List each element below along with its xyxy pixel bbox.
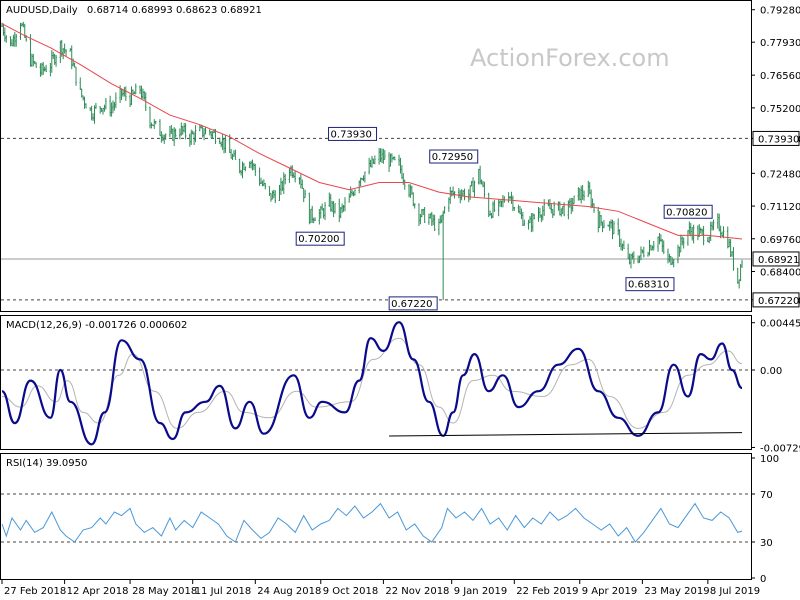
macd-title: MACD(12,26,9) -0.001726 0.000602 bbox=[6, 320, 187, 331]
annotation-label: 0.70820 bbox=[666, 207, 707, 218]
annotation-box bbox=[429, 149, 479, 164]
price-tick-label: 0.77930 bbox=[760, 38, 800, 49]
macd-tick-label: -0.007298 bbox=[760, 443, 800, 454]
rsi-tick-label: 100 bbox=[760, 454, 779, 465]
moving-average-line bbox=[1, 23, 743, 240]
rsi-tick-label: 70 bbox=[760, 490, 773, 501]
price-panel-frame bbox=[0, 0, 752, 312]
macd-signal-line bbox=[1, 337, 743, 429]
annotation-label: 0.72950 bbox=[432, 152, 473, 163]
rsi-panel-frame bbox=[0, 453, 752, 580]
date-tick-label: 9 Oct 2018 bbox=[323, 586, 378, 597]
price-layer: 0.73930 0.70200 0.72950 0.67220 0.70820 0.683… bbox=[1, 21, 751, 311]
annotation-box bbox=[295, 231, 345, 246]
date-tick-label: 23 May 2019 bbox=[644, 586, 709, 597]
level-price-label: 0.73930 bbox=[758, 134, 799, 145]
macd-tick-label: 0.004456 bbox=[760, 319, 800, 330]
date-tick-label: 27 Feb 2018 bbox=[4, 586, 66, 597]
price-tick-label: 0.76560 bbox=[760, 71, 800, 82]
price-tick-label: 0.72480 bbox=[760, 169, 800, 180]
annotation-label: 0.68310 bbox=[628, 280, 669, 291]
date-tick-label: 8 Jul 2019 bbox=[710, 586, 760, 597]
date-tick-label: 11 Jul 2018 bbox=[195, 586, 252, 597]
price-tick-label: 0.68400 bbox=[760, 268, 800, 279]
axis-layer: 0.79280 0.77930 0.76560 0.75200 0.73930 0.724… bbox=[1, 6, 800, 597]
rsi-layer bbox=[1, 493, 751, 543]
ohlc-header: 0.68714 0.68993 0.68623 0.68921 bbox=[87, 5, 262, 16]
level-price-box bbox=[752, 130, 800, 146]
date-tick-label: 22 Feb 2019 bbox=[516, 586, 578, 597]
annotation-label: 0.67220 bbox=[391, 299, 432, 310]
watermark: ActionForex.com bbox=[470, 44, 670, 72]
date-tick-label: 28 May 2018 bbox=[132, 586, 197, 597]
current-price-label: 0.68921 bbox=[758, 255, 799, 266]
price-tick-label: 0.71120 bbox=[760, 202, 800, 213]
price-title: AUDUSD,Daily 0.68714 0.68993 0.68623 0.6… bbox=[6, 5, 262, 16]
date-tick-label: 12 Apr 2018 bbox=[67, 586, 129, 597]
macd-tick-label: 0.00 bbox=[760, 366, 782, 377]
rsi-tick-label: 30 bbox=[760, 538, 773, 549]
macd-layer bbox=[1, 321, 751, 446]
rsi-line bbox=[1, 502, 743, 543]
macd-trendline bbox=[389, 432, 743, 437]
annotation-box bbox=[388, 296, 438, 311]
level-price-label: 0.67220 bbox=[758, 296, 799, 307]
annotation-label: 0.70200 bbox=[298, 234, 339, 245]
annotation-box bbox=[625, 277, 675, 292]
annotation-box bbox=[328, 126, 378, 141]
price-tick-label: 0.79280 bbox=[760, 6, 800, 17]
price-tick-label: 0.69760 bbox=[760, 235, 800, 246]
symbol-title: AUDUSD,Daily bbox=[6, 5, 78, 16]
date-tick-label: 24 Aug 2018 bbox=[257, 586, 321, 597]
annotation-label: 0.73930 bbox=[331, 129, 372, 140]
level-price-box bbox=[752, 292, 800, 308]
date-tick-label: 9 Jan 2019 bbox=[454, 586, 508, 597]
macd-line bbox=[1, 321, 743, 446]
price-tick-label: 0.75200 bbox=[760, 104, 800, 115]
date-tick-label: 22 Nov 2018 bbox=[385, 586, 449, 597]
current-price-box bbox=[752, 251, 800, 267]
macd-panel-frame bbox=[0, 315, 752, 450]
rsi-title: RSI(14) 39.0950 bbox=[6, 458, 87, 469]
date-tick-label: 9 Apr 2019 bbox=[582, 586, 637, 597]
annotation-box bbox=[663, 204, 713, 219]
rsi-tick-label: 0 bbox=[760, 574, 766, 585]
